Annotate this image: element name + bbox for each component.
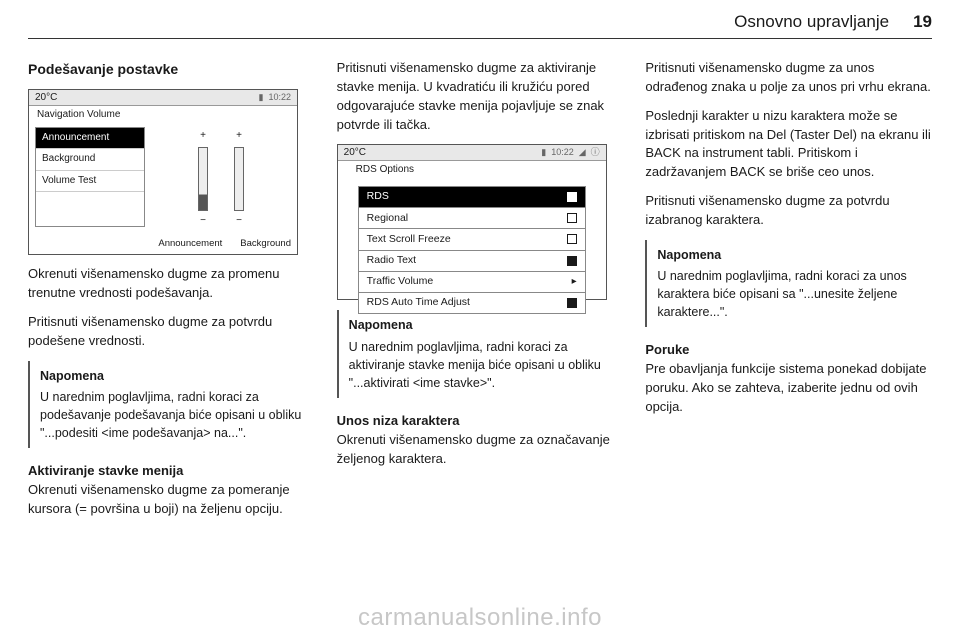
ss1-status-icons: ▮ 10:22 bbox=[259, 91, 291, 104]
ss2-item-label: Text Scroll Freeze bbox=[367, 232, 451, 247]
col2-note: Napomena U narednim poglavljima, radni k… bbox=[337, 310, 624, 398]
ss1-footer: Announcement Background bbox=[158, 237, 291, 251]
antenna-icon: ▮ bbox=[541, 146, 546, 159]
col1-subtitle: Podešavanje postavke bbox=[28, 59, 315, 79]
checkbox-checked-icon bbox=[567, 256, 577, 266]
ss1-item-announcement[interactable]: Announcement bbox=[36, 128, 144, 150]
ss2-item-radio-text[interactable]: Radio Text bbox=[358, 250, 586, 271]
col3-note-body: U narednim poglavljima, radni koraci za … bbox=[657, 269, 906, 319]
col3-p1: Pritisnuti višenamensko dugme za unos od… bbox=[645, 59, 932, 97]
ss2-item-text-scroll-freeze[interactable]: Text Scroll Freeze bbox=[358, 228, 586, 249]
col3-p2: Poslednji karakter u nizu karaktera može… bbox=[645, 107, 932, 182]
col3-note: Napomena U narednim poglavljima, radni k… bbox=[645, 240, 932, 328]
ss2-temp: 20°C bbox=[344, 146, 366, 161]
page: Osnovno upravljanje 19 Podešavanje posta… bbox=[0, 0, 960, 642]
ss2-status-icons: ▮ 10:22 ◢ ⓘ bbox=[541, 146, 599, 159]
ss2-item-label: RDS bbox=[367, 189, 389, 204]
col2-p2-body: Okrenuti višenamensko dugme za označavan… bbox=[337, 432, 610, 466]
col2-p2-title: Unos niza karaktera bbox=[337, 413, 460, 428]
column-1: Podešavanje postavke 20°C ▮ 10:22 Naviga… bbox=[28, 59, 315, 529]
column-3: Pritisnuti višenamensko dugme za unos od… bbox=[645, 59, 932, 529]
ss1-list: Announcement Background Volume Test bbox=[35, 127, 145, 227]
ss2-list: RDS Regional Text Scroll Freeze Radio Te… bbox=[358, 186, 586, 314]
plus-icon: + bbox=[236, 129, 242, 144]
ss2-time: 10:22 bbox=[551, 146, 574, 159]
ss1-sliders: + − + − bbox=[145, 127, 297, 227]
ss1-status-bar: 20°C ▮ 10:22 bbox=[29, 90, 297, 106]
checkbox-checked-icon bbox=[567, 192, 577, 202]
ss2-title: RDS Options bbox=[338, 161, 606, 182]
checkbox-unchecked-icon bbox=[567, 234, 577, 244]
page-header: Osnovno upravljanje 19 bbox=[28, 12, 932, 39]
plus-icon: + bbox=[200, 129, 206, 144]
col3-p3: Pritisnuti višenamensko dugme za potvrdu… bbox=[645, 192, 932, 230]
ss1-time: 10:22 bbox=[268, 91, 291, 104]
ss1-title: Navigation Volume bbox=[29, 106, 297, 127]
screenshot-rds-options: 20°C ▮ 10:22 ◢ ⓘ RDS Options RDS R bbox=[337, 144, 607, 300]
watermark: carmanualsonline.info bbox=[0, 604, 960, 632]
col1-p1: Okrenuti višenamensko dugme za promenu t… bbox=[28, 265, 315, 303]
ss1-item-volume-test[interactable]: Volume Test bbox=[36, 171, 144, 193]
col1-p2: Pritisnuti višenamensko dugme za potvrdu… bbox=[28, 313, 315, 351]
col2-p1: Pritisnuti višenamensko dugme za aktivir… bbox=[337, 59, 624, 134]
ss2-item-rds[interactable]: RDS bbox=[358, 186, 586, 207]
column-2: Pritisnuti višenamensko dugme za aktivir… bbox=[337, 59, 624, 529]
col1-p3-title: Aktiviranje stavke menija bbox=[28, 463, 183, 478]
info-icon: ⓘ bbox=[591, 146, 600, 159]
ss1-item-background[interactable]: Background bbox=[36, 149, 144, 171]
chevron-right-icon: ▸ bbox=[572, 275, 577, 290]
ss2-item-label: Traffic Volume bbox=[367, 274, 434, 289]
header-page-number: 19 bbox=[913, 12, 932, 32]
col3-note-title: Napomena bbox=[657, 246, 922, 264]
col2-note-body: U narednim poglavljima, radni koraci za … bbox=[349, 340, 601, 390]
ss2-item-traffic-volume[interactable]: Traffic Volume ▸ bbox=[358, 271, 586, 292]
screenshot-nav-volume: 20°C ▮ 10:22 Navigation Volume Announcem… bbox=[28, 89, 298, 255]
col3-p4-title: Poruke bbox=[645, 342, 689, 357]
ss1-slider-2-track bbox=[234, 147, 244, 211]
ss2-item-regional[interactable]: Regional bbox=[358, 207, 586, 228]
ss1-slider-2[interactable]: + − bbox=[234, 129, 244, 228]
col3-p4: Poruke Pre obavljanja funkcije sistema p… bbox=[645, 341, 932, 416]
ss1-body: Announcement Background Volume Test + − … bbox=[29, 127, 297, 227]
col2-p2: Unos niza karaktera Okrenuti višenamensk… bbox=[337, 412, 624, 469]
ss1-temp: 20°C bbox=[35, 91, 57, 106]
ss1-footer-left: Announcement bbox=[158, 237, 222, 251]
checkbox-checked-icon bbox=[567, 298, 577, 308]
col2-note-title: Napomena bbox=[349, 316, 614, 334]
signal-icon: ◢ bbox=[579, 146, 586, 159]
col1-p3: Aktiviranje stavke menija Okrenuti višen… bbox=[28, 462, 315, 519]
ss1-slider-1-track bbox=[198, 147, 208, 211]
col1-note: Napomena U narednim poglavljima, radni k… bbox=[28, 361, 315, 449]
ss2-item-label: Radio Text bbox=[367, 253, 416, 268]
ss2-item-rds-auto-time[interactable]: RDS Auto Time Adjust bbox=[358, 292, 586, 314]
ss1-footer-right: Background bbox=[240, 237, 291, 251]
signal-icon: ▮ bbox=[259, 91, 264, 104]
content-columns: Podešavanje postavke 20°C ▮ 10:22 Naviga… bbox=[28, 59, 932, 529]
checkbox-unchecked-icon bbox=[567, 213, 577, 223]
minus-icon: − bbox=[236, 214, 242, 229]
col1-note-body: U narednim poglavljima, radni koraci za … bbox=[40, 390, 301, 440]
ss2-item-label: Regional bbox=[367, 211, 408, 226]
col3-p4-body: Pre obavljanja funkcije sistema ponekad … bbox=[645, 361, 926, 414]
ss2-item-label: RDS Auto Time Adjust bbox=[367, 295, 470, 310]
minus-icon: − bbox=[200, 214, 206, 229]
col1-p3-body: Okrenuti višenamensko dugme za pomeranje… bbox=[28, 482, 290, 516]
col1-note-title: Napomena bbox=[40, 367, 305, 385]
header-title: Osnovno upravljanje bbox=[734, 12, 889, 32]
ss1-slider-1[interactable]: + − bbox=[198, 129, 208, 228]
ss2-status-bar: 20°C ▮ 10:22 ◢ ⓘ bbox=[338, 145, 606, 161]
